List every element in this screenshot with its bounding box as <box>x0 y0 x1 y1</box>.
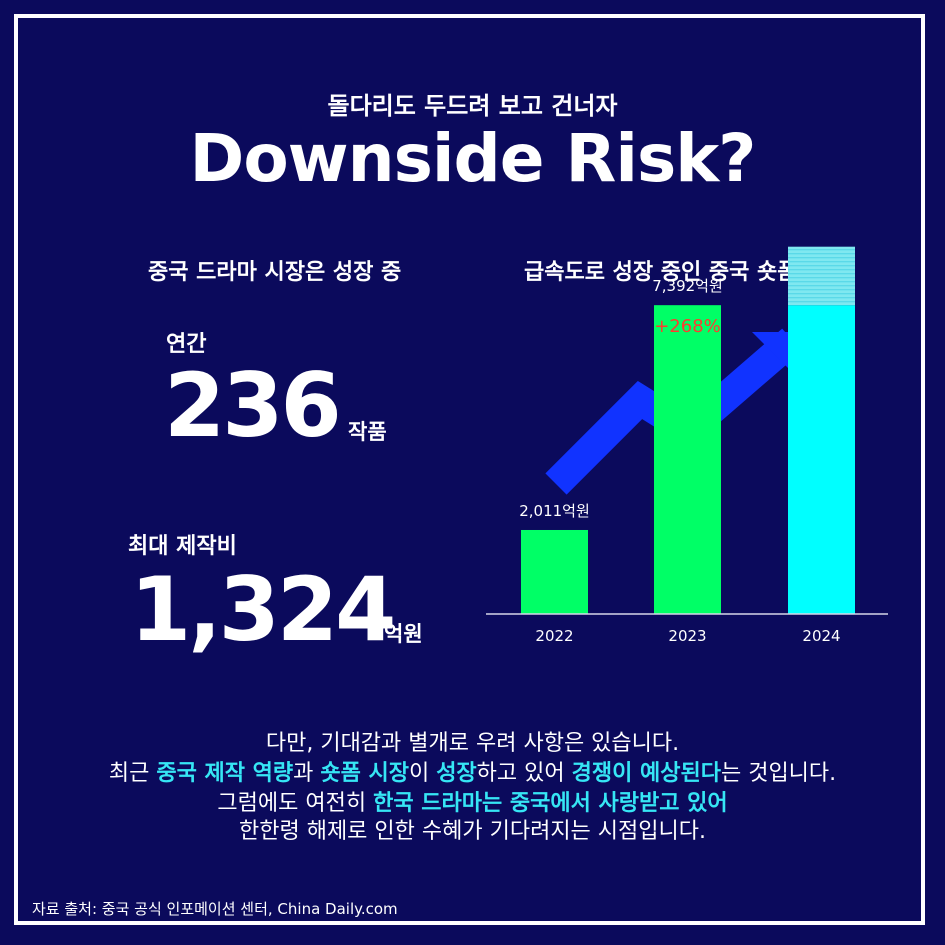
body-text-segment: 는 것입니다. <box>720 761 837 786</box>
body-text-segment: 이 <box>408 761 437 786</box>
left-heading: 중국 드라마 시장은 성장 중 <box>148 260 402 285</box>
growth-annotation: +268% <box>654 316 721 337</box>
stat-budget-unit: 억원 <box>384 622 423 646</box>
body-line-1: 다만, 기대감과 별개로 우려 사항은 있습니다. <box>265 731 680 756</box>
body-text-segment: 과 <box>293 761 321 786</box>
body-text-segment: 최근 <box>108 761 157 786</box>
border-frame <box>14 14 925 925</box>
highlight-text: 한국 드라마는 중국에서 사랑받고 있어 <box>373 791 728 816</box>
highlight-text: 숏폼 시장 <box>320 761 409 786</box>
x-tick-label: 2022 <box>535 627 573 645</box>
body-line-3: 그럼에도 여전히 한국 드라마는 중국에서 사랑받고 있어 <box>0 790 945 818</box>
data-label: 7,392억원 <box>652 277 723 295</box>
x-tick-label: 2023 <box>668 627 706 645</box>
data-label: 2,011억원 <box>519 502 590 520</box>
page-subtitle: 돌다리도 두드려 보고 건너자 <box>327 92 618 120</box>
body-line-2: 최근 중국 제작 역량과 숏폼 시장이 성장하고 있어 경쟁이 예상된다는 것입… <box>0 760 945 788</box>
bar-2022 <box>521 529 588 614</box>
body-text-segment: 그럼에도 여전히 <box>217 791 374 816</box>
highlight-text: 성장 <box>436 761 477 786</box>
body-line-4: 한한령 해제로 인한 수혜가 기다려지는 시점입니다. <box>238 819 706 844</box>
source-note: 자료 출처: 중국 공식 인포메이션 센터, China Daily.com <box>32 900 398 918</box>
stat-budget-value: 1,324 <box>130 558 396 661</box>
page-title: Downside Risk? <box>189 120 757 197</box>
bar-2023 <box>654 305 721 614</box>
stat-annual-unit: 작품 <box>348 420 387 444</box>
stat-annual-label: 연간 <box>166 332 207 357</box>
bar-2024-projected <box>788 246 855 306</box>
stat-budget-label: 최대 제작비 <box>128 534 237 559</box>
bar-2024 <box>788 305 855 614</box>
stat-annual-value: 236 <box>164 354 342 457</box>
x-tick-label: 2024 <box>802 627 840 645</box>
highlight-text: 중국 제작 역량 <box>156 761 294 786</box>
highlight-text: 경쟁이 예상된다 <box>571 761 721 786</box>
body-text-segment: 하고 있어 <box>476 761 572 786</box>
